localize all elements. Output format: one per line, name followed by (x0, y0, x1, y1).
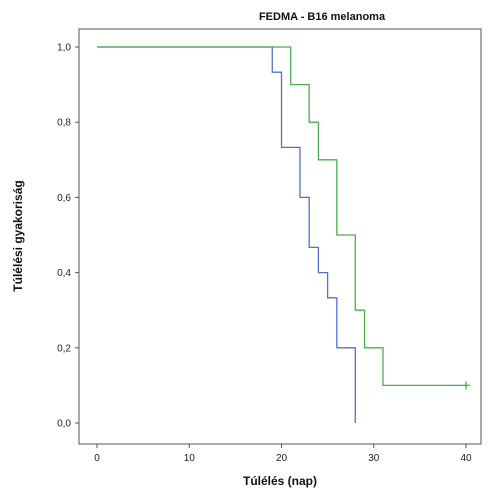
x-axis-title: Túlélés (nap) (243, 474, 317, 488)
x-tick-label: 20 (276, 453, 288, 464)
series-line-1 (97, 46, 356, 423)
series-layer (97, 46, 470, 423)
y-axis-title: Túlélési gyakoriság (11, 180, 25, 291)
x-tick-label: 10 (184, 453, 196, 464)
x-tick-label: 40 (460, 453, 472, 464)
x-tick-label: 30 (368, 453, 380, 464)
censor-mark (462, 381, 470, 390)
y-axis: 0,0 0,2 0,4 0,6 0,8 1,0 (57, 43, 79, 430)
x-axis: 0 10 20 30 40 (94, 444, 472, 464)
y-tick-label: 0,0 (57, 419, 71, 430)
chart-title: FEDMA - B16 melanoma (259, 11, 386, 23)
y-tick-label: 0,4 (57, 268, 71, 279)
x-tick-label: 0 (94, 453, 100, 464)
y-tick-label: 0,2 (57, 343, 71, 354)
plot-frame (78, 28, 482, 445)
y-tick-label: 0,6 (57, 193, 71, 204)
series-line-2 (97, 46, 466, 387)
y-tick-label: 0,8 (57, 118, 71, 129)
y-tick-label: 1,0 (57, 43, 71, 54)
